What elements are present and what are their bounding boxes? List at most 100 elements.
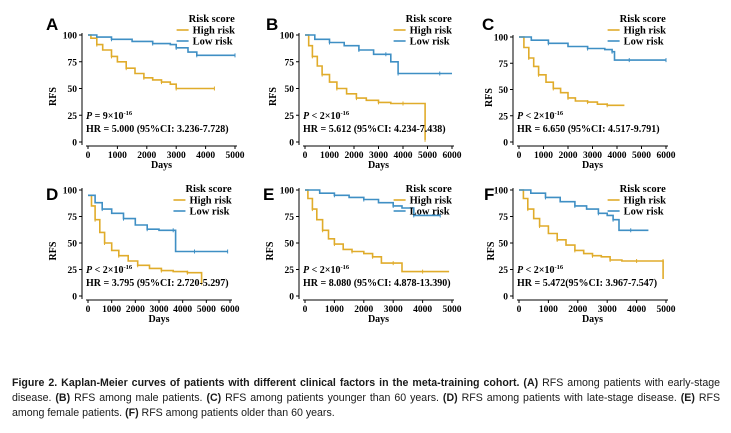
hazard-ratio-text: HR = 5.472(95%CI: 3.967-7.547) [517,278,657,289]
p-value-rest: < 2×10 [309,111,340,122]
panel-label: D [46,185,58,204]
y-tick-label: 0 [72,293,77,303]
legend-high-label: High risk [410,26,452,37]
caption-part-a: (A) RFS among patients with early-stage … [12,377,720,404]
legend-high-label: High risk [624,196,666,207]
panel-label: A [46,15,58,34]
p-value-main: P [517,265,524,276]
x-tick-label: 6000 [443,151,462,161]
y-tick-label: 25 [285,112,295,122]
p-value-text: P = 9×10-16 [86,110,133,122]
legend-title: Risk score [189,14,236,25]
km-panel-f: F 0 25 50 75 100 RFS 0 1000 2000 3000 4000 5000 Days R… [484,184,676,325]
x-tick-label: 3000 [598,305,617,315]
y-tick-label: 75 [285,213,295,223]
caption-tag: (B) [55,392,71,404]
km-panel-d: D 0 25 50 75 100 RFS 0 1000 2000 3000 4000 5000 6000 D… [46,184,240,325]
p-value-rest: = 9×10 [92,111,123,122]
caption-text: RFS among patients with late-stage disea… [457,392,681,404]
y-axis-label: RFS [486,241,497,260]
legend-title: Risk score [620,184,667,195]
p-value-text: P < 2×10-16 [517,264,564,276]
p-value-exponent: -16 [555,264,564,271]
y-tick-label: 100 [494,187,509,197]
y-axis-label: RFS [48,241,59,260]
p-value-exponent: -16 [124,264,133,271]
legend-title: Risk score [185,184,232,195]
low-risk-curve [88,194,228,253]
y-tick-label: 50 [68,240,78,250]
legend-title: Risk score [620,14,667,25]
x-tick-label: 1000 [320,151,339,161]
high-risk-curve [305,189,450,273]
x-tick-label: 6000 [657,151,676,161]
x-tick-label: 1000 [102,305,121,315]
p-value-exponent: -16 [341,110,350,117]
legend-low-label: Low risk [624,207,664,218]
x-tick-label: 2000 [568,305,587,315]
legend-high-label: High risk [189,196,231,207]
low-risk-curve [88,34,235,57]
legend-low-label: Low risk [193,37,233,48]
p-value-main: P [517,111,524,122]
x-tick-label: 4000 [608,151,627,161]
y-tick-label: 50 [499,240,509,250]
hazard-ratio-text: HR = 8.080 (95%CI: 4.878-13.390) [303,278,451,289]
low-risk-curve [305,189,441,217]
hazard-ratio-text: HR = 5.000 (95%CI: 3.236-7.728) [86,124,229,135]
x-tick-label: 4000 [394,151,413,161]
x-tick-label: 2000 [137,151,156,161]
caption-text: RFS among patients older than 60 years. [138,407,335,419]
y-tick-label: 100 [494,34,509,44]
hazard-ratio-text: HR = 6.650 (95%CI: 4.517-9.791) [517,124,660,135]
p-value-rest: < 2×10 [523,111,554,122]
p-value-text: P < 2×10-16 [303,264,350,276]
y-tick-label: 50 [285,85,295,95]
caption-text: RFS among patients with early-stage dise… [12,377,720,404]
high-risk-curve [519,36,625,107]
caption-tag: (F) [125,407,139,419]
caption-part-b: (B) RFS among male patients. [55,392,206,404]
legend-high-label: High risk [624,26,666,37]
x-tick-label: 0 [303,151,308,161]
y-axis-label: RFS [484,88,495,107]
y-tick-label: 50 [68,85,78,95]
y-tick-label: 25 [68,112,78,122]
p-value-exponent: -16 [124,110,133,117]
x-tick-label: 2000 [345,151,364,161]
caption-lead: Figure 2. Kaplan-Meier curves of patient… [12,377,520,389]
p-value-exponent: -16 [555,110,564,117]
y-tick-label: 0 [289,293,294,303]
p-value-exponent: -16 [341,264,350,271]
high-risk-curve [88,34,215,90]
hazard-ratio-text: HR = 3.795 (95%CI: 2.720-5.297) [86,278,229,289]
y-tick-label: 25 [499,112,509,122]
y-axis-label: RFS [48,87,59,106]
x-tick-label: 5000 [418,151,437,161]
panel-label: C [482,15,494,34]
p-value-text: P < 2×10-16 [86,264,133,276]
x-axis-label: Days [151,160,172,171]
legend-title: Risk score [406,14,453,25]
caption-tag: (E) [680,392,695,404]
x-tick-label: 1000 [325,305,344,315]
high-risk-curve [305,34,426,140]
km-panel-e: E 0 25 50 75 100 RFS 0 1000 2000 3000 4000 5000 Days R… [263,184,462,325]
x-tick-label: 4000 [627,305,646,315]
caption-part-f: (F) RFS among patients older than 60 yea… [125,407,335,419]
x-axis-label: Days [368,160,389,171]
caption-text: RFS among male patients. [70,392,207,404]
caption-tag: (D) [442,392,458,404]
y-tick-label: 50 [285,240,295,250]
y-tick-label: 25 [499,266,509,276]
p-value-text: P < 2×10-16 [303,110,350,122]
caption-tag: (C) [206,392,222,404]
caption-text: RFS among female patients. [12,392,721,419]
caption-part-e: (E) RFS among female patients. [12,392,720,419]
x-tick-label: 2000 [559,151,578,161]
y-tick-label: 25 [285,266,295,276]
y-tick-label: 75 [499,60,509,70]
legend-low-label: Low risk [410,207,450,218]
x-axis-label: Days [582,314,603,325]
